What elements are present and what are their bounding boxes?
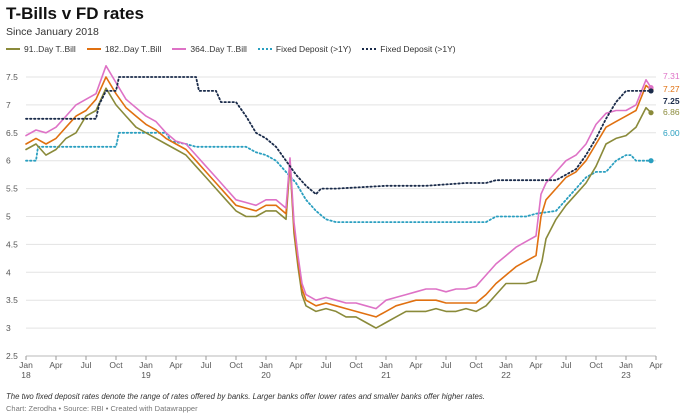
legend-swatch: [86, 48, 101, 50]
x-tick-label: Apr: [49, 360, 62, 370]
y-tick-label: 7.5: [6, 72, 18, 82]
x-tick-label: Oct: [589, 360, 603, 370]
legend-swatch: [362, 48, 377, 50]
x-tick-label: Oct: [109, 360, 123, 370]
y-tick-label: 3: [6, 323, 11, 333]
legend-label: Fixed Deposit (>1Y): [380, 44, 456, 54]
series-end-label: 7.27: [663, 84, 680, 94]
legend-swatch: [172, 48, 187, 50]
x-tick-year: 18: [21, 370, 31, 380]
legend: 91..Day T..Bill 182..Day T..Bill 364..Day …: [6, 44, 456, 54]
series-line-182-day-t-bill: [25, 76, 652, 318]
y-tick-label: 3.5: [6, 295, 18, 305]
x-tick-label: Apr: [649, 360, 662, 370]
x-tick-label: Jul: [81, 360, 92, 370]
footnote: The two fixed deposit rates denote the r…: [6, 392, 485, 401]
y-tick-label: 4: [6, 267, 11, 277]
credit-line: Chart: Zerodha • Source: RBI • Created w…: [6, 404, 198, 413]
x-tick-label: Jan: [379, 360, 393, 370]
series-end-point: [648, 110, 654, 116]
series-line-fixed-deposit-1y: [25, 131, 652, 223]
legend-item: Fixed Deposit (>1Y): [362, 44, 456, 54]
legend-item: 182..Day T..Bill: [86, 44, 162, 54]
y-tick-label: 6: [6, 156, 11, 166]
series-end-label: 7.31: [663, 71, 680, 81]
series-end-label: 6.86: [663, 107, 680, 117]
x-tick-year: 19: [141, 370, 151, 380]
y-tick-label: 7: [6, 100, 11, 110]
legend-item: 91..Day T..Bill: [6, 44, 76, 54]
series-line-91-day-t-bill: [25, 87, 652, 329]
x-tick-label: Apr: [409, 360, 422, 370]
legend-swatch: [257, 48, 272, 50]
x-tick-label: Apr: [169, 360, 182, 370]
y-tick-label: 5.5: [6, 184, 18, 194]
x-tick-label: Jul: [441, 360, 452, 370]
x-tick-label: Jan: [619, 360, 633, 370]
legend-label: 182..Day T..Bill: [104, 44, 162, 54]
series-end-label: 7.25: [663, 96, 680, 106]
legend-item: Fixed Deposit (>1Y): [257, 44, 352, 54]
series-end-label: 6.00: [663, 128, 680, 138]
x-tick-label: Oct: [229, 360, 243, 370]
legend-label: 91..Day T..Bill: [24, 44, 76, 54]
series-line-fixed-deposit-1y: [25, 76, 652, 196]
x-tick-year: 22: [501, 370, 511, 380]
x-tick-label: Jan: [19, 360, 33, 370]
series-end-point: [648, 158, 654, 164]
y-tick-label: 2.5: [6, 351, 18, 361]
y-tick-label: 5: [6, 212, 11, 222]
x-tick-label: Jul: [321, 360, 332, 370]
x-tick-label: Apr: [529, 360, 542, 370]
y-tick-label: 4.5: [6, 239, 18, 249]
x-tick-label: Apr: [289, 360, 302, 370]
x-tick-year: 21: [381, 370, 391, 380]
x-tick-label: Jul: [561, 360, 572, 370]
x-tick-year: 23: [621, 370, 631, 380]
x-tick-label: Jan: [259, 360, 273, 370]
x-tick-label: Jan: [499, 360, 513, 370]
chart-title: T-Bills v FD rates: [6, 4, 144, 23]
series-line-364-day-t-bill: [25, 65, 652, 310]
x-tick-label: Oct: [469, 360, 483, 370]
chart-subtitle: Since January 2018: [6, 26, 99, 38]
x-tick-label: Jan: [139, 360, 153, 370]
x-tick-year: 20: [261, 370, 271, 380]
legend-label: 364..Day T..Bill: [190, 44, 247, 54]
x-tick-label: Oct: [349, 360, 363, 370]
legend-swatch: [6, 48, 20, 50]
y-tick-label: 6.5: [6, 128, 18, 138]
legend-label: Fixed Deposit (>1Y): [275, 44, 352, 54]
series-end-point: [648, 88, 654, 94]
x-tick-label: Jul: [201, 360, 212, 370]
legend-item: 364..Day T..Bill: [172, 44, 247, 54]
